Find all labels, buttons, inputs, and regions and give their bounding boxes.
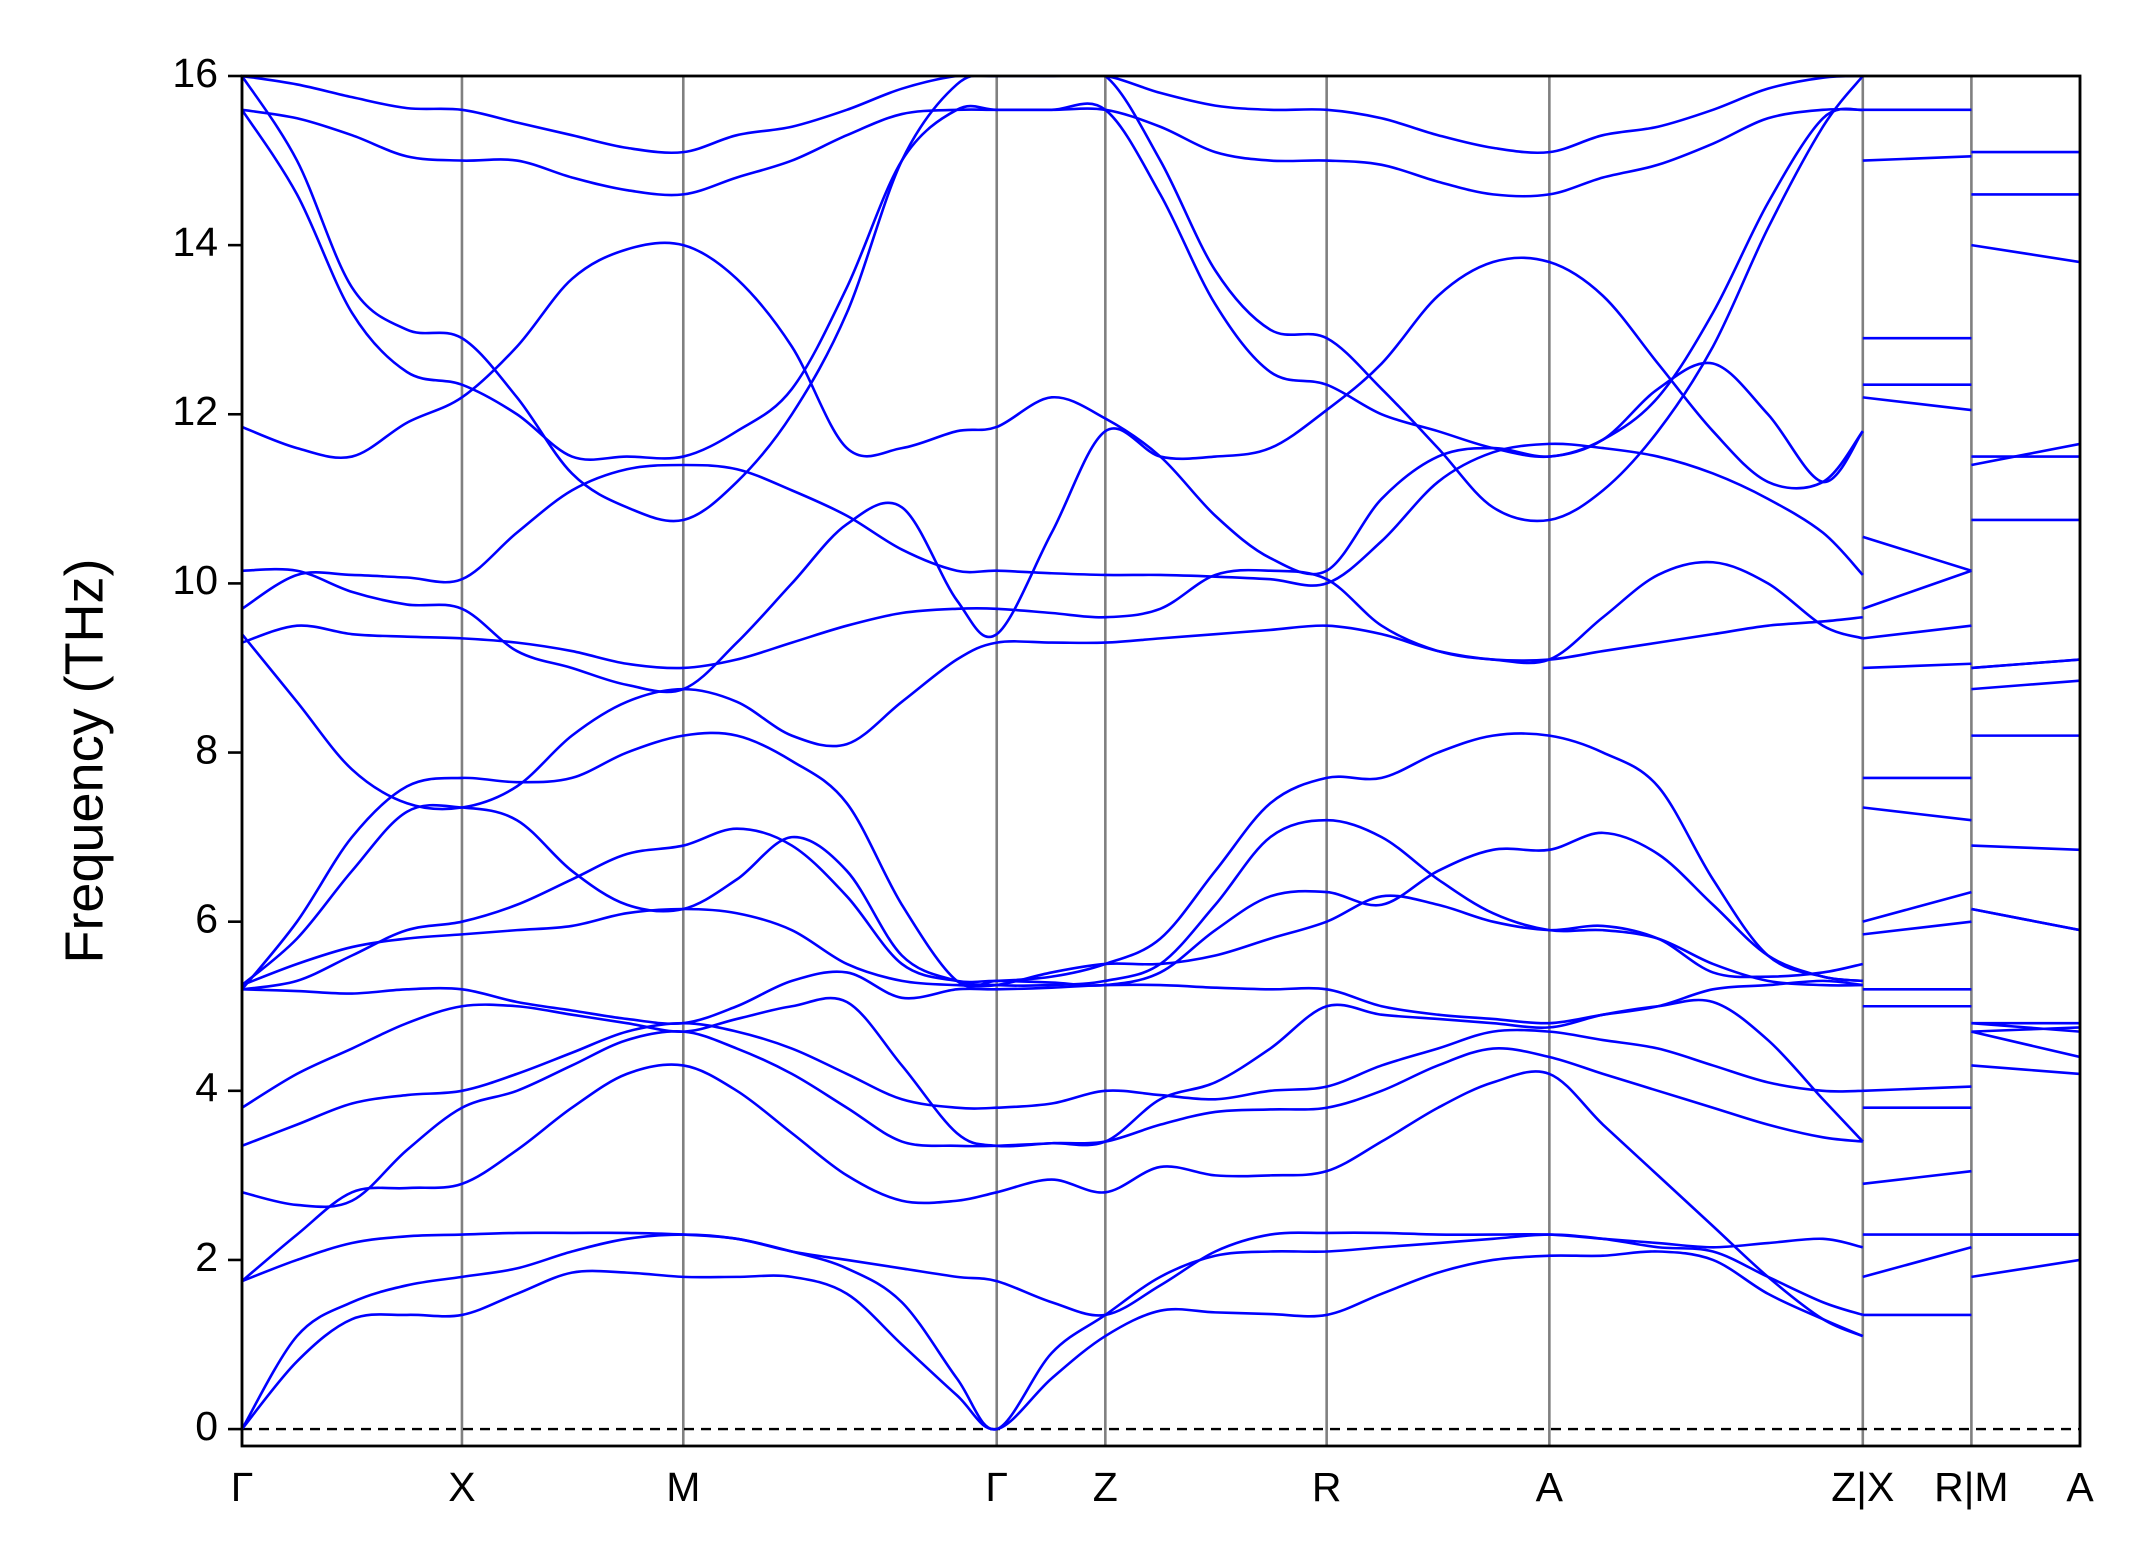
band-line (242, 803, 2080, 987)
x-tick-label: Γ (985, 1464, 1008, 1510)
band-line (242, 107, 2080, 198)
band-line (242, 241, 2080, 576)
y-tick-label: 6 (195, 896, 218, 942)
x-tick-label: Z|X (1831, 1464, 1894, 1510)
band-line (242, 76, 2080, 155)
y-tick-label: 16 (172, 50, 218, 96)
bands (242, 76, 2080, 1431)
y-tick-label: 2 (195, 1234, 218, 1280)
x-tick-label: A (2066, 1464, 2094, 1510)
band-line (242, 1233, 2080, 1431)
band-line (242, 615, 2080, 811)
band-line (242, 1030, 2080, 1209)
x-tick-label: R (1312, 1464, 1342, 1510)
y-tick-label: 8 (195, 726, 218, 772)
band-line (242, 970, 2080, 1025)
y-tick-label: 10 (172, 557, 218, 603)
band-line (242, 1231, 2080, 1317)
x-tick-label: Γ (231, 1464, 254, 1510)
band-line (242, 1063, 2080, 1338)
y-axis-label: Frequency (THz) (54, 558, 114, 963)
x-tick-label: R|M (1934, 1464, 2008, 1510)
plot-frame (240, 74, 2082, 1448)
band-line (242, 731, 2080, 991)
y-tick-label: 4 (195, 1065, 218, 1111)
y-tick-label: 0 (195, 1403, 218, 1449)
band-line (242, 1021, 2080, 1147)
y-tick-label: 14 (172, 219, 218, 265)
x-tick-label: X (448, 1464, 475, 1510)
band-line (242, 827, 2080, 991)
x-tick-label: A (1536, 1464, 1564, 1510)
band-line (242, 560, 2080, 670)
x-tick-label: Z (1093, 1464, 1118, 1510)
x-tick-label: M (666, 1464, 700, 1510)
band-line (242, 442, 2080, 610)
band-line (242, 76, 2080, 523)
band-line (242, 256, 2080, 694)
y-tick-label: 12 (172, 388, 218, 434)
band-line (242, 1250, 2080, 1431)
